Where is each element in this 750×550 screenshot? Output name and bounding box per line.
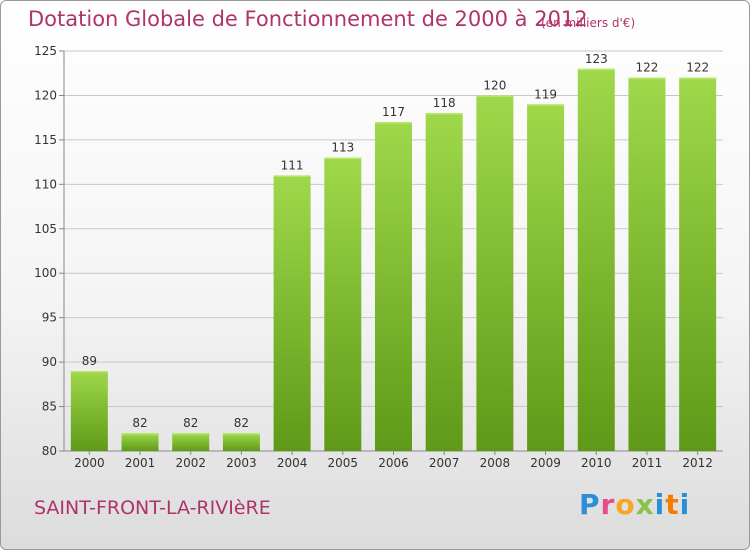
bars-layer bbox=[70, 68, 717, 452]
value-label-2005: 113 bbox=[331, 141, 354, 155]
bar-2002 bbox=[172, 433, 210, 451]
commune-name: SAINT-FRONT-LA-RIVIèRE bbox=[34, 497, 271, 519]
bar-top-2011 bbox=[628, 77, 666, 80]
value-label-2002: 82 bbox=[183, 416, 198, 430]
bar-2008 bbox=[476, 95, 514, 451]
chart-title: Dotation Globale de Fonctionnement de 20… bbox=[28, 7, 588, 31]
value-label-2000: 89 bbox=[82, 354, 97, 368]
value-label-2007: 118 bbox=[433, 96, 456, 110]
x-tick-label-2003: 2003 bbox=[226, 456, 257, 470]
bar-2009 bbox=[527, 104, 565, 451]
value-label-2011: 122 bbox=[636, 61, 659, 75]
value-label-2009: 119 bbox=[534, 87, 557, 101]
chart-subtitle: (en milliers d'€) bbox=[541, 16, 636, 30]
x-tick-label-2008: 2008 bbox=[480, 456, 511, 470]
labels-layer: 80 85 90 95 100 105 110 115 120 125 89 2000 82 2001 82… bbox=[34, 44, 713, 470]
value-label-2001: 82 bbox=[132, 416, 147, 430]
bar-top-2005 bbox=[324, 157, 362, 160]
y-tick-label: 105 bbox=[34, 222, 57, 236]
bar-top-2006 bbox=[375, 122, 412, 124]
bar-2003 bbox=[222, 433, 260, 451]
x-tick-label-2005: 2005 bbox=[328, 456, 359, 470]
x-tick-label-2004: 2004 bbox=[277, 456, 308, 470]
y-tick-label: 120 bbox=[34, 88, 57, 102]
value-label-2003: 82 bbox=[234, 416, 249, 430]
bar-2000 bbox=[70, 371, 108, 451]
x-tick-label-2009: 2009 bbox=[530, 456, 561, 470]
bar-2007 bbox=[425, 113, 463, 451]
y-tick-label: 80 bbox=[42, 444, 57, 458]
x-tick-label-2002: 2002 bbox=[175, 456, 206, 470]
y-tick-label: 115 bbox=[34, 133, 57, 147]
bar-2010 bbox=[577, 68, 615, 452]
bar-top-2002 bbox=[172, 433, 210, 435]
bar-2011 bbox=[628, 77, 666, 452]
bar-2004 bbox=[273, 175, 311, 451]
bar-top-2012 bbox=[679, 77, 717, 80]
bar-top-2004 bbox=[273, 175, 311, 177]
x-tick-label-2010: 2010 bbox=[581, 456, 612, 470]
y-tick-label: 85 bbox=[42, 400, 57, 414]
bar-top-2008 bbox=[476, 95, 514, 97]
bar-2001 bbox=[121, 433, 159, 451]
bar-top-2010 bbox=[577, 68, 615, 71]
x-tick-label-2012: 2012 bbox=[682, 456, 713, 470]
x-tick-label-2001: 2001 bbox=[125, 456, 156, 470]
y-tick-label: 95 bbox=[42, 311, 57, 325]
value-label-2012: 122 bbox=[686, 61, 709, 75]
bar-top-2003 bbox=[222, 433, 260, 435]
x-tick-label-2007: 2007 bbox=[429, 456, 460, 470]
value-label-2004: 111 bbox=[281, 158, 304, 172]
value-label-2010: 123 bbox=[585, 52, 608, 66]
y-tick-label: 125 bbox=[34, 44, 57, 58]
proxiti-logo[interactable]: Proxiti bbox=[579, 488, 691, 521]
y-tick-label: 110 bbox=[34, 177, 57, 191]
x-tick-label-2011: 2011 bbox=[632, 456, 663, 470]
bar-2012 bbox=[679, 77, 717, 452]
bar-top-2007 bbox=[425, 113, 463, 115]
bar-2006 bbox=[375, 122, 412, 451]
value-label-2006: 117 bbox=[382, 105, 405, 119]
bar-top-2000 bbox=[70, 371, 108, 373]
y-tick-label: 90 bbox=[42, 355, 57, 369]
bar-top-2001 bbox=[121, 433, 159, 435]
x-tick-label-2000: 2000 bbox=[74, 456, 105, 470]
y-tick-label: 100 bbox=[34, 266, 57, 280]
bar-2005 bbox=[324, 157, 362, 451]
x-tick-label-2006: 2006 bbox=[378, 456, 409, 470]
value-label-2008: 120 bbox=[483, 78, 506, 92]
bar-top-2009 bbox=[527, 104, 565, 106]
